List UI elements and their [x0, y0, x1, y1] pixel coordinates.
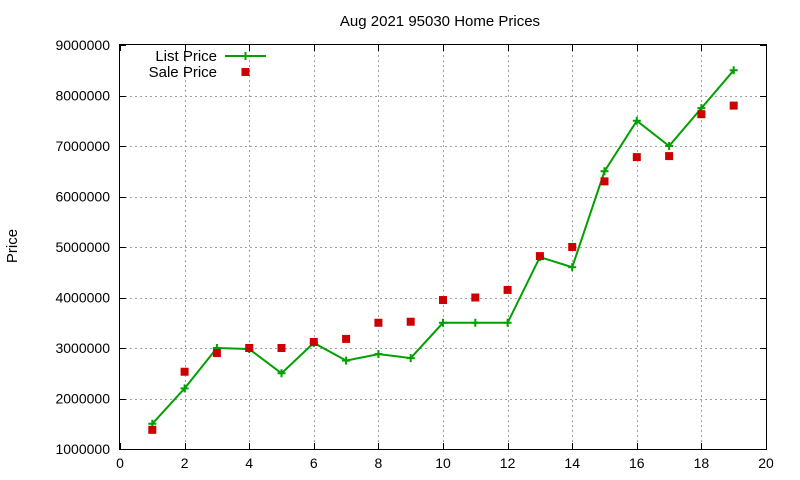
list-price-point	[406, 354, 415, 363]
x-tick-label: 0	[116, 455, 124, 471]
list-price-point	[439, 318, 447, 327]
sale-price-point	[277, 344, 286, 352]
list-price-point	[180, 384, 189, 393]
x-tick-label: 12	[500, 455, 516, 471]
list-price-point	[568, 263, 577, 272]
x-tick-label: 16	[629, 455, 645, 471]
sale-price-point	[471, 293, 480, 302]
sale-price-point	[503, 285, 512, 294]
sale-price-point	[309, 337, 318, 346]
chart-title: Aug 2021 95030 Home Prices	[340, 13, 540, 30]
sale-price-point	[245, 344, 254, 352]
y-tick-label: 6000000	[55, 189, 110, 205]
series	[148, 66, 738, 434]
sale-price-point	[406, 317, 415, 326]
list-price-point	[342, 356, 351, 365]
x-tick-label: 8	[375, 455, 383, 471]
sale-price-point	[632, 153, 641, 162]
sale-price-point	[212, 349, 221, 358]
y-tick-label: 3000000	[55, 340, 110, 356]
list-price-point	[277, 369, 286, 378]
y-tick-label: 1000000	[55, 441, 110, 457]
y-tick-label: 9000000	[55, 37, 110, 53]
axis-ticks: 0 2 4 6 8 10 12 14 16 18 20 1000000 2000000 3000000 40…	[55, 37, 774, 471]
x-tick-label: 6	[310, 455, 318, 471]
x-tick-label: 10	[435, 455, 451, 471]
sale-price-point	[600, 177, 609, 186]
sale-price-point	[374, 318, 383, 327]
legend-swatch-marker	[241, 52, 250, 60]
x-tick-label: 4	[245, 455, 253, 471]
y-tick-label: 8000000	[55, 88, 110, 104]
sale-price-point	[729, 101, 738, 110]
legend-label: List Price	[155, 48, 217, 65]
legend-swatch-marker	[241, 68, 250, 76]
x-tick-label: 14	[564, 455, 580, 471]
list-price-point	[665, 142, 674, 150]
sale-price-point	[697, 110, 706, 119]
y-tick-label: 5000000	[55, 239, 110, 255]
legend-label: Sale Price	[149, 64, 217, 81]
sale-price-point	[342, 334, 351, 343]
x-tick-label: 20	[758, 455, 774, 471]
list-price-point	[503, 318, 512, 327]
x-tick-label: 2	[181, 455, 189, 471]
list-price-point	[374, 350, 383, 359]
sale-price-point	[180, 367, 189, 376]
sale-price-point	[568, 243, 577, 251]
grid-lines	[120, 45, 766, 449]
list-price-point	[471, 318, 480, 327]
x-tick-label: 18	[694, 455, 710, 471]
plot-border	[119, 44, 767, 450]
series-sale-price	[148, 101, 738, 434]
sale-price-point	[535, 252, 544, 261]
y-axis-label: Price	[4, 229, 21, 263]
y-tick-label: 7000000	[55, 138, 110, 154]
sale-price-point	[665, 152, 674, 161]
sale-price-point	[439, 296, 447, 305]
y-tick-label: 4000000	[55, 290, 110, 306]
sale-price-point	[148, 425, 157, 434]
list-price-point	[729, 66, 738, 75]
list-price-point	[632, 116, 641, 125]
list-price-point	[600, 167, 609, 176]
y-tick-label: 2000000	[55, 391, 110, 407]
